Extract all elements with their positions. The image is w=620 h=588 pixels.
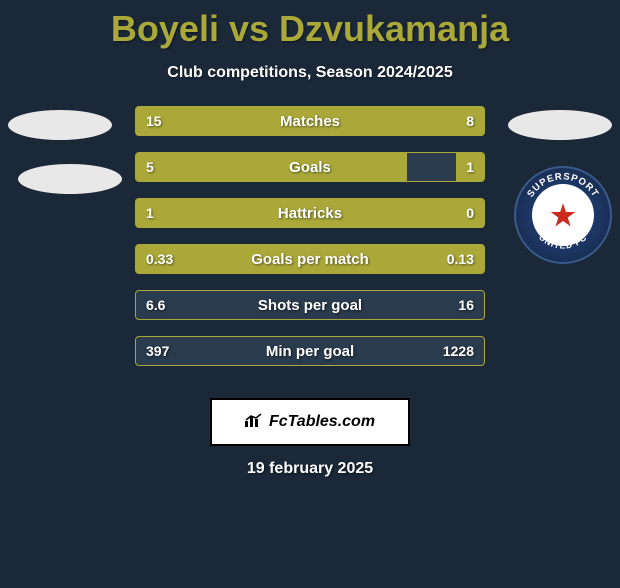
stat-label: Shots per goal [136,291,484,319]
player-left-oval-1 [8,110,112,140]
stat-value-right: 1228 [443,337,474,365]
stat-row: 1Hattricks0 [135,198,485,228]
chart-icon [245,413,263,432]
stat-value-right: 1 [466,153,474,181]
stat-row: 15Matches8 [135,106,485,136]
stat-label: Hattricks [136,199,484,227]
star-icon: ★ [550,199,575,232]
stat-bars: 15Matches85Goals11Hattricks00.33Goals pe… [135,106,485,382]
stat-value-right: 8 [466,107,474,135]
player-left-oval-2 [18,164,122,194]
brand-text: FcTables.com [269,413,375,431]
stat-row: 5Goals1 [135,152,485,182]
player-right-oval-1 [508,110,612,140]
stat-label: Goals per match [136,245,484,273]
stat-value-right: 0 [466,199,474,227]
stat-label: Goals [136,153,484,181]
date-line: 19 february 2025 [0,460,620,478]
stat-label: Min per goal [136,337,484,365]
brand-box: FcTables.com [210,398,410,446]
club-badge: SUPERSPORT UNITED FC ★ [514,166,612,264]
stat-row: 397Min per goal1228 [135,336,485,366]
stat-label: Matches [136,107,484,135]
badge-inner: ★ [532,184,594,246]
stat-row: 6.6Shots per goal16 [135,290,485,320]
stat-value-right: 16 [458,291,474,319]
subtitle: Club competitions, Season 2024/2025 [0,64,620,82]
stat-row: 0.33Goals per match0.13 [135,244,485,274]
page-title: Boyeli vs Dzvukamanja [0,8,620,50]
stat-value-right: 0.13 [447,245,474,273]
